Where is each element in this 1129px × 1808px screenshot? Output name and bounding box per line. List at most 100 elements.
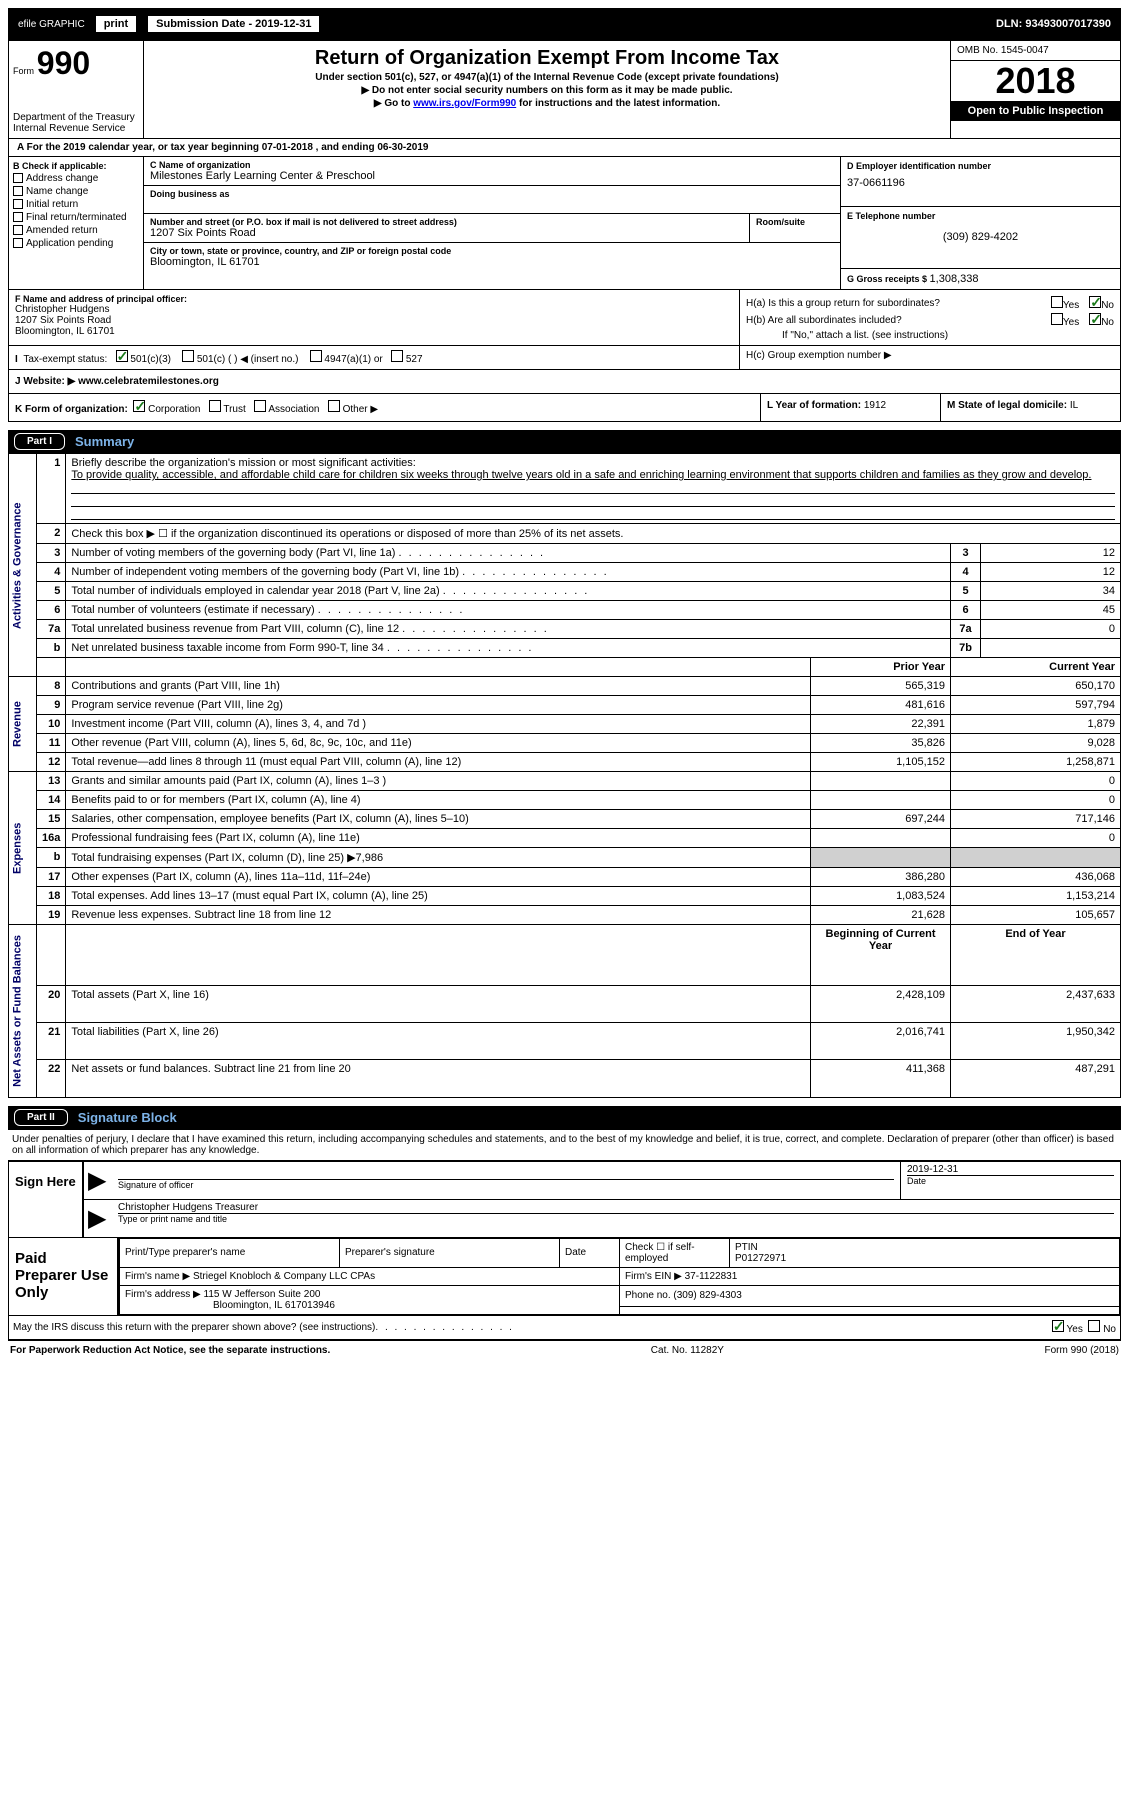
chk-name-change[interactable]: Name change — [13, 186, 139, 197]
line21-text: Total liabilities (Part X, line 26) — [66, 1023, 811, 1060]
ha-yes[interactable] — [1051, 296, 1063, 308]
line9-current: 597,794 — [951, 696, 1121, 715]
line7a-text: Total unrelated business revenue from Pa… — [66, 620, 951, 639]
chk-initial-return[interactable]: Initial return — [13, 199, 139, 210]
form-id-box: Form 990 Department of the TreasuryInter… — [9, 41, 144, 138]
section-k: K Form of organization: Corporation Trus… — [9, 394, 760, 421]
line8-text: Contributions and grants (Part VIII, lin… — [66, 677, 811, 696]
side-revenue: Revenue — [9, 677, 37, 772]
officer-addr2: Bloomington, IL 61701 — [15, 326, 733, 337]
chk-501c3[interactable] — [116, 350, 128, 362]
line20-current: 2,437,633 — [951, 985, 1121, 1022]
line11-prior: 35,826 — [811, 734, 951, 753]
chk-address-change[interactable]: Address change — [13, 173, 139, 184]
section-j: J Website: ▶ www.celebratemilestones.org — [8, 370, 1121, 394]
officer-name: Christopher Hudgens — [15, 304, 733, 315]
chk-527[interactable] — [391, 350, 403, 362]
open-to-public: Open to Public Inspection — [951, 101, 1120, 121]
line12-text: Total revenue—add lines 8 through 11 (mu… — [66, 753, 811, 772]
chk-corporation[interactable] — [133, 400, 145, 412]
ein-value: 37-0661196 — [847, 177, 1114, 189]
line14-text: Benefits paid to or for members (Part IX… — [66, 791, 811, 810]
ptin-value: P01272971 — [735, 1253, 786, 1264]
line7a-val: 0 — [981, 620, 1121, 639]
print-button[interactable]: print — [95, 15, 137, 33]
hb-yes[interactable] — [1051, 313, 1063, 325]
line13-text: Grants and similar amounts paid (Part IX… — [66, 772, 811, 791]
org-city: Bloomington, IL 61701 — [150, 256, 834, 268]
firm-city: Bloomington, IL 617013946 — [125, 1300, 335, 1311]
line4-text: Number of independent voting members of … — [66, 563, 951, 582]
irs-link[interactable]: www.irs.gov/Form990 — [413, 98, 516, 109]
chk-application-pending[interactable]: Application pending — [13, 238, 139, 249]
topbar: efile GRAPHIC print Submission Date - 20… — [8, 8, 1121, 40]
line21-prior: 2,016,741 — [811, 1023, 951, 1060]
line8-current: 650,170 — [951, 677, 1121, 696]
part-i-table: Activities & Governance 1 Briefly descri… — [8, 453, 1121, 1098]
ha-no[interactable] — [1089, 296, 1101, 308]
side-net-assets: Net Assets or Fund Balances — [9, 925, 37, 1098]
line21-current: 1,950,342 — [951, 1023, 1121, 1060]
section-l: L Year of formation: 1912 — [760, 394, 940, 421]
line12-current: 1,258,871 — [951, 753, 1121, 772]
line11-current: 9,028 — [951, 734, 1121, 753]
chk-association[interactable] — [254, 400, 266, 412]
org-street: 1207 Six Points Road — [150, 227, 743, 239]
line10-text: Investment income (Part VIII, column (A)… — [66, 715, 811, 734]
paid-preparer-block: Paid Preparer Use Only Print/Type prepar… — [8, 1238, 1121, 1316]
line13-prior — [811, 772, 951, 791]
line18-current: 1,153,214 — [951, 887, 1121, 906]
irs-discuss-row: May the IRS discuss this return with the… — [8, 1316, 1121, 1340]
line17-text: Other expenses (Part IX, column (A), lin… — [66, 868, 811, 887]
side-activities-governance: Activities & Governance — [9, 454, 37, 677]
line22-prior: 411,368 — [811, 1060, 951, 1097]
chk-final-return[interactable]: Final return/terminated — [13, 212, 139, 223]
firm-ein: 37-1122831 — [685, 1271, 738, 1282]
line12-prior: 1,105,152 — [811, 753, 951, 772]
line5-text: Total number of individuals employed in … — [66, 582, 951, 601]
part-ii-header: Part II Signature Block — [8, 1106, 1121, 1129]
discuss-yes[interactable] — [1052, 1320, 1064, 1332]
line20-prior: 2,428,109 — [811, 985, 951, 1022]
discuss-no[interactable] — [1088, 1320, 1100, 1332]
line19-text: Revenue less expenses. Subtract line 18 … — [66, 906, 811, 925]
chk-501c[interactable] — [182, 350, 194, 362]
line14-current: 0 — [951, 791, 1121, 810]
line20-text: Total assets (Part X, line 16) — [66, 985, 811, 1022]
chk-trust[interactable] — [209, 400, 221, 412]
line15-text: Salaries, other compensation, employee b… — [66, 810, 811, 829]
line18-text: Total expenses. Add lines 13–17 (must eq… — [66, 887, 811, 906]
section-de: D Employer identification number 37-0661… — [840, 157, 1120, 289]
section-f: F Name and address of principal officer:… — [9, 290, 740, 345]
line8-prior: 565,319 — [811, 677, 951, 696]
efile-label: efile GRAPHIC — [18, 19, 85, 30]
line16b-prior — [811, 848, 951, 868]
firm-name: Striegel Knobloch & Company LLC CPAs — [193, 1271, 375, 1282]
line15-current: 717,146 — [951, 810, 1121, 829]
part-i-header: Part I Summary — [8, 430, 1121, 453]
sign-here-block: Sign Here ▶ Signature of officer 2019-12… — [8, 1160, 1121, 1238]
line16b-current — [951, 848, 1121, 868]
dept-treasury: Department of the TreasuryInternal Reven… — [13, 112, 139, 134]
line9-prior: 481,616 — [811, 696, 951, 715]
telephone-value: (309) 829-4202 — [847, 231, 1114, 243]
omb-number: OMB No. 1545-0047 — [951, 41, 1120, 61]
line9-text: Program service revenue (Part VIII, line… — [66, 696, 811, 715]
hb-no[interactable] — [1089, 313, 1101, 325]
chk-other[interactable] — [328, 400, 340, 412]
chk-amended-return[interactable]: Amended return — [13, 225, 139, 236]
line16a-prior — [811, 829, 951, 848]
line-a-taxyear: A For the 2019 calendar year, or tax yea… — [8, 139, 1121, 157]
firm-addr: 115 W Jefferson Suite 200 — [204, 1289, 321, 1300]
officer-typed-name: Christopher Hudgens Treasurer — [118, 1202, 1114, 1214]
gross-receipts-value: 1,308,338 — [930, 273, 979, 285]
line16a-current: 0 — [951, 829, 1121, 848]
website-value: www.celebratemilestones.org — [78, 376, 219, 387]
chk-self-employed[interactable]: Check ☐ if self-employed — [620, 1238, 730, 1267]
line6-val: 45 — [981, 601, 1121, 620]
line7b-val — [981, 639, 1121, 658]
form-subtitle-1: Under section 501(c), 527, or 4947(a)(1)… — [154, 72, 940, 83]
line13-current: 0 — [951, 772, 1121, 791]
chk-4947[interactable] — [310, 350, 322, 362]
line22-current: 487,291 — [951, 1060, 1121, 1097]
